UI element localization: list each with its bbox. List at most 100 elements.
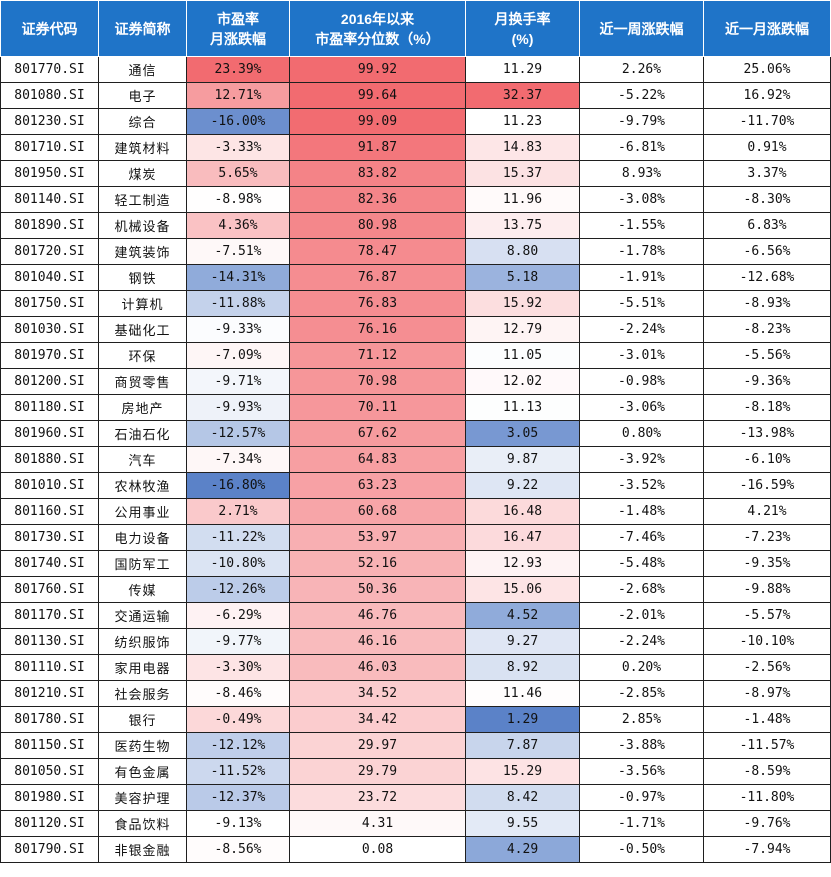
table-row: 801740.SI 国防军工 -10.80% 52.16 12.93 -5.48% -9.3… <box>0 550 831 577</box>
month-change-cell: 3.37% <box>703 160 831 187</box>
week-change-cell: -3.88% <box>579 732 704 759</box>
name-cell: 纺织服饰 <box>98 628 187 655</box>
turnover-cell: 1.29 <box>465 706 580 733</box>
week-change-cell: 8.93% <box>579 160 704 187</box>
code-cell: 801200.SI <box>0 368 99 395</box>
name-cell: 公用事业 <box>98 498 187 525</box>
week-change-cell: -7.46% <box>579 524 704 551</box>
pe-change-cell: 12.71% <box>186 82 290 109</box>
table-row: 801230.SI 综合 -16.00% 99.09 11.23 -9.79% -11.70… <box>0 108 831 135</box>
header-pe-change: 市盈率 月涨跌幅 <box>186 0 290 57</box>
table-row: 801780.SI 银行 -0.49% 34.42 1.29 2.85% -1.48% <box>0 706 831 733</box>
name-cell: 有色金属 <box>98 758 187 785</box>
month-change-cell: -8.30% <box>703 186 831 213</box>
turnover-cell: 11.29 <box>465 56 580 83</box>
pe-percentile-cell: 34.42 <box>289 706 466 733</box>
code-cell: 801970.SI <box>0 342 99 369</box>
table-row: 801150.SI 医药生物 -12.12% 29.97 7.87 -3.88% -11.5… <box>0 732 831 759</box>
pe-change-cell: -3.33% <box>186 134 290 161</box>
name-cell: 传媒 <box>98 576 187 603</box>
pe-percentile-cell: 78.47 <box>289 238 466 265</box>
week-change-cell: -2.68% <box>579 576 704 603</box>
table-row: 801790.SI 非银金融 -8.56% 0.08 4.29 -0.50% -7.94% <box>0 836 831 863</box>
week-change-cell: -2.01% <box>579 602 704 629</box>
pe-change-cell: -9.93% <box>186 394 290 421</box>
table-row: 801180.SI 房地产 -9.93% 70.11 11.13 -3.06% -8.18% <box>0 394 831 421</box>
pe-percentile-cell: 82.36 <box>289 186 466 213</box>
week-change-cell: -1.48% <box>579 498 704 525</box>
code-cell: 801210.SI <box>0 680 99 707</box>
week-change-cell: -3.52% <box>579 472 704 499</box>
week-change-cell: -1.71% <box>579 810 704 837</box>
turnover-cell: 11.13 <box>465 394 580 421</box>
pe-percentile-cell: 99.92 <box>289 56 466 83</box>
pe-change-cell: -11.52% <box>186 758 290 785</box>
month-change-cell: -1.48% <box>703 706 831 733</box>
turnover-cell: 15.29 <box>465 758 580 785</box>
code-cell: 801890.SI <box>0 212 99 239</box>
month-change-cell: -11.80% <box>703 784 831 811</box>
month-change-cell: -10.10% <box>703 628 831 655</box>
pe-percentile-cell: 46.03 <box>289 654 466 681</box>
month-change-cell: -9.36% <box>703 368 831 395</box>
month-change-cell: 16.92% <box>703 82 831 109</box>
name-cell: 家用电器 <box>98 654 187 681</box>
turnover-cell: 4.29 <box>465 836 580 863</box>
name-cell: 房地产 <box>98 394 187 421</box>
name-cell: 食品饮料 <box>98 810 187 837</box>
name-cell: 交通运输 <box>98 602 187 629</box>
table-row: 801210.SI 社会服务 -8.46% 34.52 11.46 -2.85% -8.97… <box>0 680 831 707</box>
table-row: 801720.SI 建筑装饰 -7.51% 78.47 8.80 -1.78% -6.56% <box>0 238 831 265</box>
table-row: 801890.SI 机械设备 4.36% 80.98 13.75 -1.55% 6.83% <box>0 212 831 239</box>
header-code: 证券代码 <box>0 0 99 57</box>
pe-percentile-cell: 67.62 <box>289 420 466 447</box>
pe-percentile-cell: 76.87 <box>289 264 466 291</box>
name-cell: 商贸零售 <box>98 368 187 395</box>
week-change-cell: -3.06% <box>579 394 704 421</box>
turnover-cell: 5.18 <box>465 264 580 291</box>
code-cell: 801950.SI <box>0 160 99 187</box>
pe-change-cell: -14.31% <box>186 264 290 291</box>
pe-change-cell: 2.71% <box>186 498 290 525</box>
week-change-cell: -0.50% <box>579 836 704 863</box>
month-change-cell: -11.70% <box>703 108 831 135</box>
month-change-cell: -5.56% <box>703 342 831 369</box>
name-cell: 美容护理 <box>98 784 187 811</box>
header-row: 证券代码 证券简称 市盈率 月涨跌幅 2016年以来 市盈率分位数（%） 月换手率(… <box>0 0 831 57</box>
header-name: 证券简称 <box>98 0 187 57</box>
week-change-cell: -3.92% <box>579 446 704 473</box>
week-change-cell: -3.56% <box>579 758 704 785</box>
pe-change-cell: -12.37% <box>186 784 290 811</box>
turnover-cell: 8.42 <box>465 784 580 811</box>
week-change-cell: -0.97% <box>579 784 704 811</box>
pe-change-cell: -3.30% <box>186 654 290 681</box>
pe-change-cell: -10.80% <box>186 550 290 577</box>
turnover-cell: 7.87 <box>465 732 580 759</box>
month-change-cell: -9.88% <box>703 576 831 603</box>
name-cell: 电子 <box>98 82 187 109</box>
name-cell: 电力设备 <box>98 524 187 551</box>
header-week-change: 近一周涨跌幅 <box>579 0 704 57</box>
code-cell: 801780.SI <box>0 706 99 733</box>
pe-change-cell: -12.57% <box>186 420 290 447</box>
header-turnover: 月换手率 (%) <box>465 0 580 57</box>
pe-percentile-cell: 0.08 <box>289 836 466 863</box>
month-change-cell: -16.59% <box>703 472 831 499</box>
pe-change-cell: -16.80% <box>186 472 290 499</box>
pe-change-cell: -16.00% <box>186 108 290 135</box>
table-row: 801960.SI 石油石化 -12.57% 67.62 3.05 0.80% -13.98… <box>0 420 831 447</box>
code-cell: 801740.SI <box>0 550 99 577</box>
name-cell: 通信 <box>98 56 187 83</box>
week-change-cell: -1.91% <box>579 264 704 291</box>
pe-percentile-cell: 83.82 <box>289 160 466 187</box>
pe-change-cell: -0.49% <box>186 706 290 733</box>
pe-percentile-cell: 23.72 <box>289 784 466 811</box>
turnover-cell: 4.52 <box>465 602 580 629</box>
code-cell: 801050.SI <box>0 758 99 785</box>
pe-percentile-cell: 52.16 <box>289 550 466 577</box>
turnover-cell: 32.37 <box>465 82 580 109</box>
week-change-cell: -2.85% <box>579 680 704 707</box>
table-row: 801170.SI 交通运输 -6.29% 46.76 4.52 -2.01% -5.57% <box>0 602 831 629</box>
pe-percentile-cell: 63.23 <box>289 472 466 499</box>
week-change-cell: -9.79% <box>579 108 704 135</box>
